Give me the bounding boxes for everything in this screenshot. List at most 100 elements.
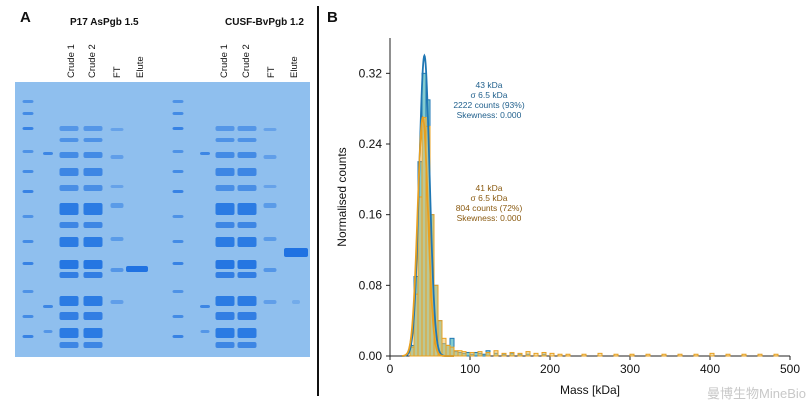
gel-band (59, 237, 79, 247)
y-tick-label: 0.08 (359, 278, 383, 292)
gel-band (22, 150, 34, 153)
gel-band (215, 237, 235, 247)
gel-band (83, 138, 103, 142)
gel-band (215, 222, 235, 228)
gel-band (43, 305, 53, 308)
series-2-bar (677, 353, 683, 357)
series-2-bar (565, 353, 571, 357)
series-2-bar (597, 352, 603, 357)
gel-band (22, 190, 34, 193)
x-tick-label: 300 (620, 362, 640, 376)
series-2-bar (773, 353, 779, 357)
series-2-bar (757, 353, 763, 357)
series-2-bar (449, 346, 455, 357)
gel-band (215, 260, 235, 269)
gel-band (215, 328, 235, 338)
gel-band (215, 296, 235, 306)
gel-band (59, 185, 79, 191)
x-axis-label: Mass [kDa] (560, 383, 620, 397)
gel-band (22, 112, 34, 115)
gel-band (237, 272, 257, 278)
gel-band (110, 185, 124, 188)
gel-band (110, 155, 124, 159)
gel-band (215, 312, 235, 320)
panel-b-label: B (327, 9, 338, 26)
gel-band (237, 152, 257, 158)
gel-band (110, 203, 124, 208)
x-tick-label: 100 (460, 362, 480, 376)
series-2-annotation-line: σ 6.5 kDa (471, 193, 508, 203)
gel-band (59, 260, 79, 269)
gel-band (172, 100, 184, 103)
gel-band (59, 328, 79, 338)
gel-band (83, 312, 103, 320)
gel-band (172, 215, 184, 218)
gel-band (83, 185, 103, 191)
series-2-bar (541, 351, 547, 357)
gel-band (237, 203, 257, 215)
gel-band (215, 272, 235, 278)
gel-band (22, 170, 34, 173)
gel-band (237, 342, 257, 348)
series-2-bar (549, 352, 555, 357)
gel-band (59, 296, 79, 306)
gel-band (59, 168, 79, 176)
gel-band (83, 328, 103, 338)
gel-band (215, 168, 235, 176)
gel-band (172, 290, 184, 293)
sds-page-gel-image (15, 82, 310, 357)
gel-band (110, 300, 124, 304)
gel-band (83, 203, 103, 215)
gel-band (215, 152, 235, 158)
y-tick-label: 0.24 (359, 137, 383, 151)
gel-band (59, 342, 79, 348)
x-tick-label: 500 (780, 362, 800, 376)
series-1-annotation-line: σ 6.5 kDa (471, 90, 508, 100)
series-2-bar (493, 350, 499, 357)
gel-band (22, 215, 34, 218)
gel-band (83, 296, 103, 306)
gel-band (110, 237, 124, 241)
gel-band (83, 237, 103, 247)
gel-band (22, 240, 34, 243)
gel-band (263, 155, 277, 159)
series-2-bar (485, 351, 491, 357)
y-tick-label: 0.32 (359, 66, 383, 80)
series-2-bar (533, 352, 539, 357)
gel-band (263, 237, 277, 241)
series-1-annotation-line: Skewness: 0.000 (457, 110, 522, 120)
y-tick-label: 0.00 (359, 349, 383, 363)
gel-band (172, 190, 184, 193)
y-axis-label: Normalised counts (335, 147, 349, 246)
gel-band (43, 330, 53, 333)
y-tick-label: 0.16 (359, 208, 383, 222)
gel-band (83, 342, 103, 348)
gel-band (172, 240, 184, 243)
gel-band (22, 290, 34, 293)
gel-band (292, 300, 300, 304)
gel-band (172, 170, 184, 173)
gel-band (215, 185, 235, 191)
gel-band (200, 305, 210, 308)
series-2-bar (457, 350, 463, 357)
gel-band (172, 335, 184, 338)
gel-band (263, 185, 277, 188)
series-1-annotation-line: 43 kDa (476, 80, 503, 90)
gel-band (83, 272, 103, 278)
gel-band (59, 203, 79, 215)
gel-band (83, 152, 103, 158)
gel-band (237, 312, 257, 320)
gel-2-title: CUSF-BvPgb 1.2 (225, 17, 304, 28)
series-2-bar (613, 353, 619, 357)
gel-band (83, 126, 103, 131)
series-2-fit-curve (401, 115, 454, 357)
x-tick-label: 0 (387, 362, 394, 376)
gel-band (110, 128, 124, 131)
gel-band (22, 335, 34, 338)
series-2-bar (445, 344, 451, 357)
series-2-bar (517, 352, 523, 357)
gel-band (200, 330, 210, 333)
series-2-bar (741, 353, 747, 357)
gel-band (284, 248, 308, 257)
